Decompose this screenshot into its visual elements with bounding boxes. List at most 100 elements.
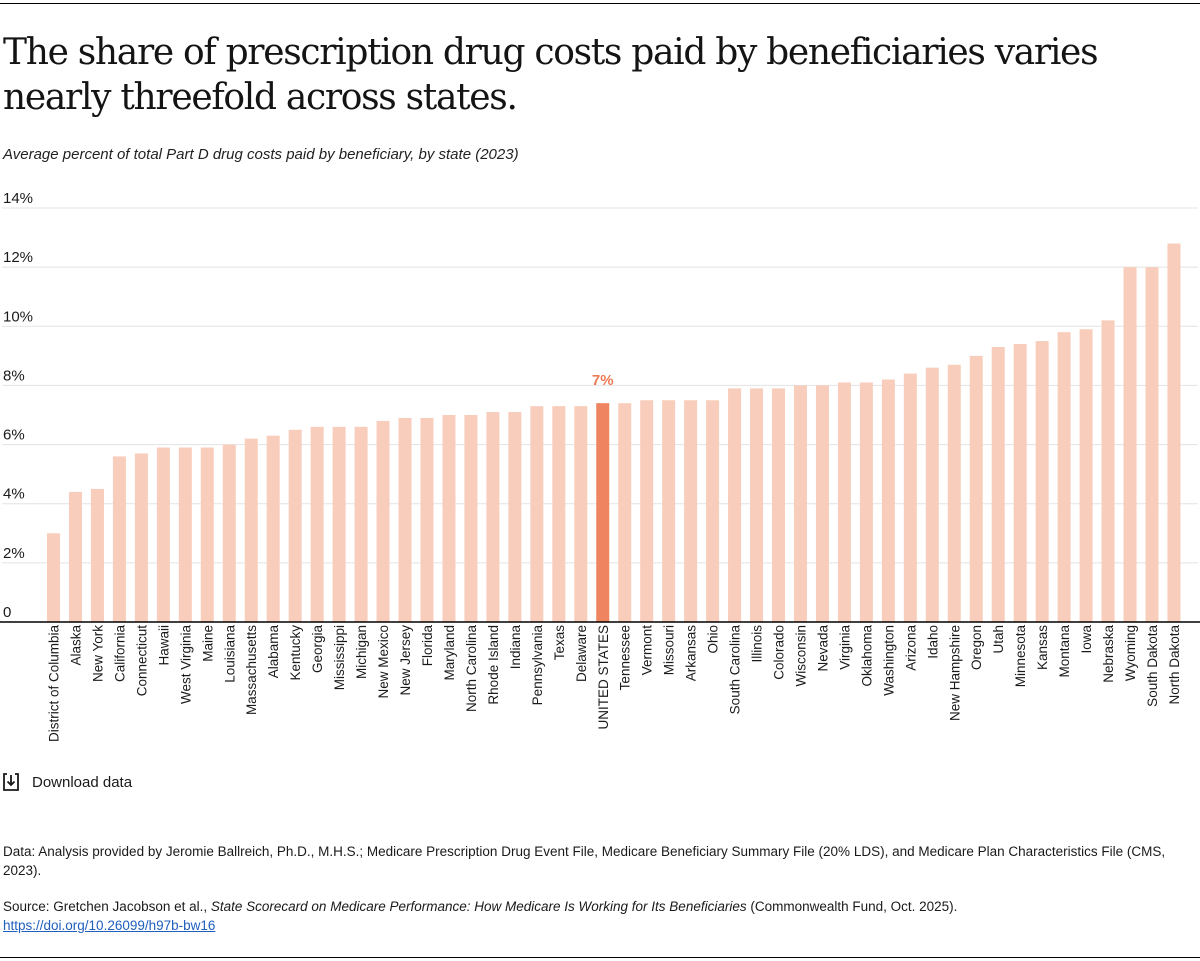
doi-link[interactable]: https://doi.org/10.26099/h97b-bw16 bbox=[3, 918, 216, 933]
bar bbox=[420, 417, 434, 622]
x-tick-label: Texas bbox=[552, 625, 567, 661]
bar bbox=[772, 388, 786, 622]
x-tick-label: Alaska bbox=[68, 625, 83, 666]
x-tick-label: Michigan bbox=[354, 625, 369, 679]
bar bbox=[574, 406, 588, 622]
x-tick-label: New Hampshire bbox=[947, 625, 962, 721]
y-tick-label: 0 bbox=[3, 604, 11, 621]
x-tick-label: North Carolina bbox=[464, 625, 479, 713]
bar bbox=[903, 373, 917, 622]
x-tick-label: Illinois bbox=[750, 625, 765, 663]
y-tick-label: 10% bbox=[3, 308, 33, 325]
x-tick-label: Georgia bbox=[310, 625, 325, 674]
x-tick-label: Oklahoma bbox=[859, 625, 874, 687]
y-tick-label: 14% bbox=[3, 190, 33, 207]
bar bbox=[266, 435, 280, 622]
data-note: Data: Analysis provided by Jeromie Ballr… bbox=[3, 844, 1166, 878]
x-tick-label: Rhode Island bbox=[486, 625, 501, 705]
x-tick-label: Idaho bbox=[925, 625, 940, 659]
y-tick-label: 6% bbox=[3, 427, 25, 444]
bar bbox=[1167, 243, 1181, 622]
bar bbox=[618, 403, 632, 622]
bar bbox=[662, 400, 676, 622]
x-tick-label: Tennessee bbox=[618, 625, 633, 690]
chart-subtitle: Average percent of total Part D drug cos… bbox=[3, 146, 519, 163]
x-tick-label: Missouri bbox=[662, 625, 677, 675]
x-tick-label: Alabama bbox=[266, 625, 281, 679]
bar bbox=[354, 426, 368, 622]
bar bbox=[398, 417, 412, 622]
bar bbox=[156, 447, 170, 622]
x-tick-label: Minnesota bbox=[1013, 625, 1028, 688]
bar bbox=[750, 388, 764, 622]
bar bbox=[1057, 332, 1071, 622]
x-tick-label: Nevada bbox=[815, 625, 830, 672]
bar bbox=[68, 491, 82, 622]
y-tick-label: 12% bbox=[3, 249, 33, 266]
bar bbox=[1123, 267, 1137, 622]
x-tick-label: North Dakota bbox=[1167, 625, 1182, 705]
bar bbox=[464, 415, 478, 622]
x-tick-label: UNITED STATES bbox=[596, 625, 611, 730]
x-tick-label: Kansas bbox=[1035, 625, 1050, 670]
x-tick-label: Pennsylvania bbox=[530, 625, 545, 706]
bar bbox=[112, 456, 126, 622]
source-title: State Scorecard on Medicare Performance:… bbox=[210, 899, 747, 914]
top-rule bbox=[0, 3, 1200, 4]
download-icon bbox=[3, 773, 19, 791]
bar bbox=[684, 400, 698, 622]
x-tick-label: Utah bbox=[991, 625, 1006, 654]
source-prefix: Source: Gretchen Jacobson et al., bbox=[3, 899, 211, 914]
source-note: Source: Gretchen Jacobson et al., State … bbox=[3, 897, 1193, 935]
bar bbox=[288, 429, 302, 622]
y-tick-label: 2% bbox=[3, 545, 25, 562]
bar bbox=[90, 488, 104, 622]
x-tick-label: Vermont bbox=[640, 625, 655, 676]
bar bbox=[1035, 341, 1049, 622]
data-label: 7% bbox=[592, 372, 614, 389]
x-tick-label: Indiana bbox=[508, 625, 523, 670]
bar bbox=[706, 400, 720, 622]
source-suffix: (Commonwealth Fund, Oct. 2025). bbox=[746, 899, 958, 914]
bar bbox=[1145, 267, 1159, 622]
x-tick-label: Kentucky bbox=[288, 625, 303, 681]
bar bbox=[486, 412, 500, 622]
bar bbox=[1101, 320, 1115, 622]
x-tick-label: Washington bbox=[881, 625, 896, 696]
bar bbox=[1013, 344, 1027, 622]
x-tick-label: Oregon bbox=[969, 625, 984, 670]
bar bbox=[442, 415, 456, 622]
y-tick-label: 4% bbox=[3, 486, 25, 503]
x-tick-label: District of Columbia bbox=[47, 625, 62, 743]
bar bbox=[881, 379, 895, 622]
x-tick-label: Virginia bbox=[837, 625, 852, 670]
bar bbox=[200, 447, 214, 622]
x-tick-label: South Dakota bbox=[1145, 625, 1160, 707]
bar bbox=[310, 426, 324, 622]
bar bbox=[508, 412, 522, 622]
bar bbox=[925, 367, 939, 622]
x-tick-label: New Mexico bbox=[376, 625, 391, 699]
bar bbox=[47, 533, 60, 622]
bar bbox=[134, 453, 148, 622]
x-tick-label: Iowa bbox=[1079, 625, 1094, 654]
x-tick-label: Arizona bbox=[903, 625, 918, 671]
bar bbox=[332, 426, 346, 622]
download-data-button[interactable]: Download data bbox=[2, 772, 132, 792]
bar bbox=[1079, 329, 1093, 622]
bar bbox=[969, 355, 983, 622]
bar bbox=[244, 438, 258, 622]
x-tick-label: Mississippi bbox=[332, 625, 347, 690]
x-tick-label: Nebraska bbox=[1101, 625, 1116, 683]
x-tick-label: Wyoming bbox=[1123, 625, 1138, 681]
x-tick-label: West Virginia bbox=[178, 625, 193, 705]
x-tick-label: Ohio bbox=[706, 625, 721, 654]
bar bbox=[991, 346, 1005, 622]
x-tick-label: Massachusetts bbox=[244, 625, 259, 715]
bar bbox=[222, 444, 236, 622]
bar bbox=[376, 420, 390, 622]
x-tick-label: Louisiana bbox=[222, 625, 237, 683]
bar bbox=[793, 385, 807, 622]
bar bbox=[178, 447, 192, 622]
bar bbox=[552, 406, 566, 622]
